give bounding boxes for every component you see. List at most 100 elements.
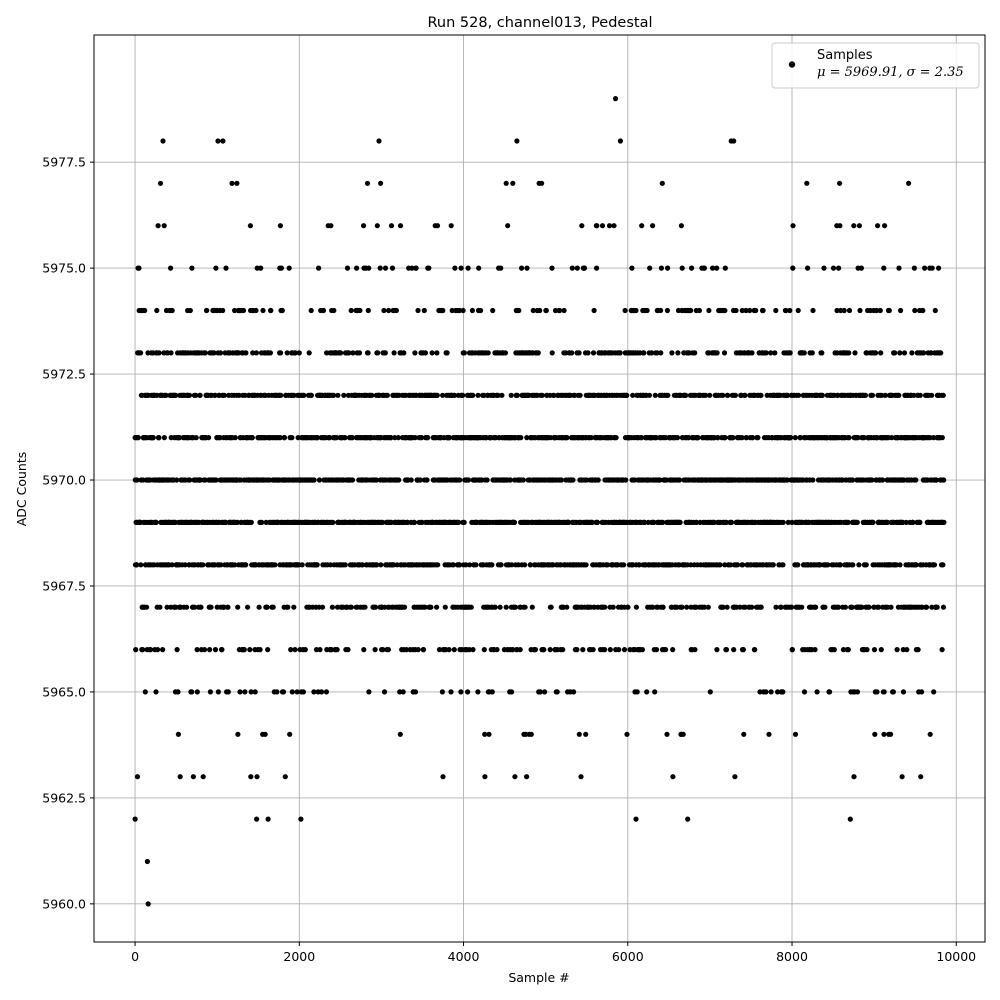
data-point — [929, 392, 935, 398]
data-point — [579, 223, 585, 229]
data-point — [890, 689, 897, 695]
data-point — [922, 265, 928, 271]
data-point — [702, 604, 708, 610]
data-point — [419, 519, 425, 526]
x-axis-ticks: 0 2000 4000 6000 8000 10000 — [131, 942, 976, 964]
data-point — [917, 392, 923, 398]
data-point — [389, 265, 396, 271]
data-point — [571, 689, 577, 695]
data-point — [790, 223, 796, 229]
data-point — [851, 774, 857, 780]
data-point — [837, 223, 843, 229]
data-point — [311, 689, 317, 695]
data-point — [346, 350, 352, 356]
data-point — [622, 307, 628, 314]
data-point — [448, 223, 454, 229]
data-point — [741, 731, 747, 737]
data-point — [298, 816, 304, 822]
data-point — [852, 350, 858, 356]
data-point — [435, 562, 441, 568]
data-point — [749, 350, 755, 356]
data-point — [373, 477, 380, 483]
data-point — [606, 223, 613, 229]
data-point — [357, 307, 363, 314]
x-tick-label: 2000 — [283, 949, 315, 964]
data-point — [731, 647, 737, 653]
data-point — [881, 731, 887, 737]
data-point — [503, 180, 509, 186]
data-point — [528, 731, 534, 737]
data-point — [335, 392, 341, 398]
data-point — [542, 689, 548, 695]
data-point — [882, 223, 888, 229]
data-point — [466, 647, 472, 653]
data-point — [468, 604, 474, 610]
data-point — [551, 392, 557, 398]
data-point — [164, 604, 170, 610]
y-axis-ticks: 5960.0 5962.5 5965.0 5967.5 5970.0 5972.5 5975… — [42, 155, 94, 911]
data-point — [621, 562, 627, 568]
data-point — [475, 689, 481, 695]
data-point — [250, 350, 256, 356]
data-point — [569, 350, 575, 356]
data-point — [641, 350, 647, 356]
data-point — [624, 392, 630, 398]
data-point — [451, 392, 458, 398]
data-point — [882, 392, 888, 398]
data-point — [212, 647, 219, 653]
data-point — [561, 307, 567, 314]
data-point — [894, 647, 900, 653]
data-point — [422, 350, 428, 356]
data-point — [857, 307, 863, 314]
data-point — [341, 392, 347, 398]
data-point — [706, 307, 712, 314]
data-point — [659, 180, 665, 186]
data-point — [589, 519, 595, 526]
data-point — [400, 689, 406, 695]
data-point — [320, 307, 327, 314]
data-point — [385, 647, 391, 653]
data-point — [257, 647, 263, 653]
data-point — [789, 604, 795, 610]
data-point — [381, 689, 388, 695]
data-point — [768, 350, 774, 356]
data-point — [689, 265, 695, 271]
data-point — [460, 392, 466, 398]
data-point — [296, 350, 302, 356]
data-point — [684, 604, 690, 610]
data-point — [190, 774, 196, 780]
data-point — [518, 435, 524, 441]
data-point — [243, 562, 249, 568]
data-point — [588, 435, 594, 441]
data-point — [651, 519, 657, 526]
data-point — [401, 350, 407, 356]
data-point — [434, 392, 440, 398]
data-point — [308, 392, 314, 398]
data-point — [476, 265, 482, 271]
legend-sigma-text: σ = 2.35 — [907, 65, 964, 80]
data-point — [225, 689, 231, 695]
data-point — [522, 604, 528, 610]
data-point — [382, 265, 389, 271]
data-point — [484, 477, 490, 483]
data-point — [270, 604, 276, 610]
y-tick-label: 5965.0 — [42, 684, 86, 699]
data-point — [814, 689, 820, 695]
data-point — [490, 307, 496, 314]
data-point — [194, 689, 200, 695]
data-point — [564, 604, 570, 610]
data-point — [658, 350, 664, 356]
data-point — [539, 180, 545, 186]
data-point — [482, 731, 488, 737]
data-point — [285, 604, 291, 610]
data-point — [923, 604, 930, 610]
data-point — [204, 307, 210, 314]
data-point — [316, 477, 322, 483]
data-point — [249, 435, 255, 441]
data-point — [884, 519, 891, 526]
data-point — [740, 562, 746, 568]
data-point — [388, 223, 395, 229]
data-point — [422, 604, 428, 610]
data-point — [168, 350, 174, 356]
data-point — [282, 774, 288, 780]
